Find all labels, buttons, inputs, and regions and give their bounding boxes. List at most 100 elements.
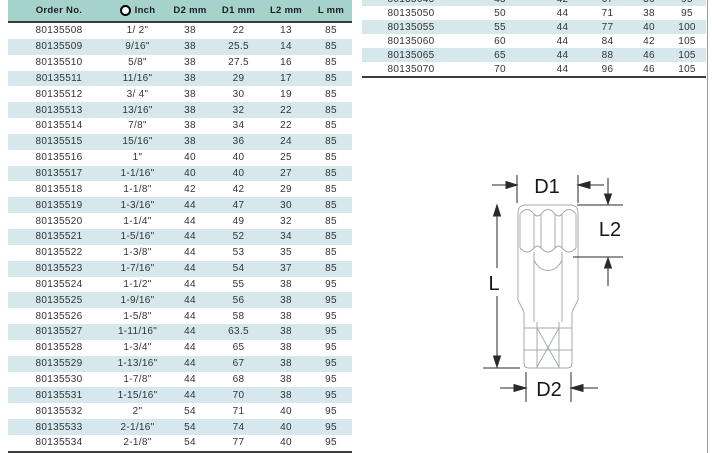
table-row: 80135526 1-5/8" 44 58 38 95 — [8, 308, 352, 324]
cell-d2: 42 — [540, 0, 585, 5]
cell-d2: 44 — [184, 342, 196, 354]
cell-l2: 16 — [280, 57, 292, 69]
cell-l2: 13 — [280, 25, 292, 37]
cell-l: 95 — [325, 326, 337, 338]
cell-l2: 38 — [280, 358, 292, 370]
cell-d2: 38 — [184, 72, 196, 84]
cell-l2: 38 — [280, 326, 292, 338]
cell-inch: 9/16" — [125, 41, 150, 53]
cell-d2: 44 — [184, 215, 196, 227]
cell-d1: 56 — [232, 294, 245, 306]
cell-d2: 44 — [184, 278, 196, 290]
cell-d2: 44 — [184, 389, 196, 401]
cell-d1: 22 — [232, 25, 245, 37]
table-row: 80135531 1-15/16" 44 70 38 95 — [8, 387, 352, 404]
cell-d2: 44 — [556, 21, 569, 33]
cell-d2: 44 — [184, 231, 196, 243]
cell-l2: 46 — [643, 63, 655, 75]
cell-d1: 52 — [232, 231, 245, 243]
cell-l: 95 — [668, 0, 706, 5]
cell-l: 85 — [325, 136, 337, 148]
right-table-body: 80135050 50 44 71 38 95 80135055 55 44 7… — [362, 6, 706, 76]
cell-order-no: 80135533 — [35, 421, 83, 433]
cell-size-mm: 45 — [460, 0, 540, 5]
table-row: 80135525 1-9/16" 44 56 38 95 — [8, 292, 352, 309]
cell-inch: 1-1/8" — [123, 183, 152, 195]
cell-l: 95 — [325, 294, 337, 306]
cell-d1: 32 — [232, 104, 245, 116]
cell-order-no: 80135060 — [387, 35, 435, 47]
cell-d1: 53 — [232, 247, 245, 259]
cell-l: 95 — [325, 389, 337, 401]
cell-d1: 58 — [232, 310, 245, 322]
cell-inch: 1-3/8" — [123, 247, 152, 259]
cell-d1: 25.5 — [228, 41, 249, 53]
cell-l: 85 — [325, 41, 337, 53]
cell-order-no: 80135055 — [387, 21, 435, 33]
dim-label-d2: D2 — [536, 379, 562, 401]
cell-inch: 1-3/4" — [123, 342, 152, 354]
table-row: 80135519 1-3/16" 44 47 30 85 — [8, 197, 352, 214]
table-row: 80135532 2" 54 71 40 95 — [8, 403, 352, 419]
cell-inch: 1-1/4" — [123, 215, 152, 227]
cell-l: 95 — [325, 342, 337, 354]
cell-inch: 1-13/16" — [117, 358, 158, 370]
cell-d2: 44 — [184, 358, 196, 370]
table-row: 80135512 3/ 4" 38 30 19 85 — [8, 86, 352, 102]
table-row: 80135513 13/16" 38 32 22 85 — [8, 102, 352, 119]
cell-l2: 38 — [280, 389, 292, 401]
cell-l2: 17 — [280, 72, 292, 84]
table-row: 80135508 1/ 2" 38 22 13 85 — [8, 23, 352, 39]
cell-d1: 27.5 — [228, 57, 249, 69]
cell-l2: 40 — [280, 421, 292, 433]
cell-d1: 47 — [232, 199, 245, 211]
cell-d1: 36 — [232, 136, 245, 148]
cell-d1: 29 — [232, 72, 245, 84]
page-border-line — [707, 0, 708, 453]
cell-l2: 19 — [280, 88, 292, 100]
cell-l2: 29 — [280, 183, 292, 195]
table-row: 80135509 9/16" 38 25.5 14 85 — [8, 38, 352, 55]
cell-d2: 44 — [184, 294, 196, 306]
cell-d2: 38 — [184, 57, 196, 69]
table-row: 80135523 1-7/16" 44 54 37 85 — [8, 260, 352, 277]
cell-l: 105 — [678, 49, 696, 61]
cell-d2: 44 — [184, 263, 196, 275]
cell-inch: 1-7/8" — [123, 373, 152, 385]
cell-l2: 38 — [643, 7, 655, 19]
cell-d1: 71 — [601, 7, 614, 19]
cell-d2: 54 — [184, 437, 196, 449]
cell-order-no: 80135516 — [35, 152, 83, 164]
cell-order-no: 80135526 — [35, 310, 83, 322]
cell-l: 85 — [325, 231, 337, 243]
cell-d2: 40 — [184, 168, 196, 180]
cell-d1: 70 — [232, 389, 245, 401]
cell-l: 95 — [325, 358, 337, 370]
cell-d2: 44 — [556, 63, 569, 75]
cell-inch: 2" — [132, 405, 143, 417]
cell-d2: 38 — [184, 88, 196, 100]
table-row: 80135511 11/16" 38 29 17 85 — [8, 70, 352, 87]
cell-d2: 44 — [184, 247, 196, 259]
cell-d2: 44 — [184, 326, 196, 338]
cell-d2: 44 — [184, 373, 196, 385]
cell-l: 85 — [325, 72, 337, 84]
table-row: 80135516 1" 40 40 25 85 — [8, 150, 352, 166]
cell-order-no: 80135520 — [35, 215, 83, 227]
cell-l2: 30 — [280, 199, 292, 211]
table-row: 80135060 60 44 84 42 105 — [362, 34, 706, 48]
cell-order-no: 80135521 — [35, 231, 83, 243]
cell-inch: 1" — [132, 152, 143, 164]
socket-drawing — [517, 204, 579, 369]
cell-order-no: 80135518 — [35, 183, 83, 195]
header-l-mm: L mm — [317, 5, 345, 16]
cell-order-no: 80135531 — [35, 389, 83, 401]
cell-l: 85 — [325, 247, 337, 259]
cell-l: 85 — [325, 88, 337, 100]
table-row: 80135529 1-13/16" 44 67 38 95 — [8, 355, 352, 372]
cell-l2: 42 — [643, 35, 655, 47]
cell-inch: 13/16" — [122, 104, 153, 116]
dimension-lines — [483, 175, 623, 402]
cell-l: 95 — [325, 405, 337, 417]
cell-l2: 37 — [280, 263, 292, 275]
